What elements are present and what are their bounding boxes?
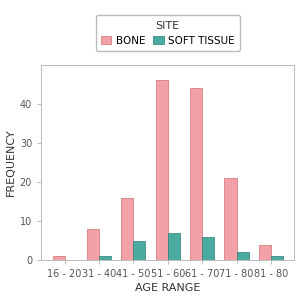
Bar xyxy=(87,229,99,260)
Bar xyxy=(168,233,180,260)
Bar xyxy=(236,252,249,260)
Bar xyxy=(99,256,111,260)
Bar xyxy=(190,88,202,260)
X-axis label: AGE RANGE: AGE RANGE xyxy=(135,283,200,293)
Bar xyxy=(259,245,271,260)
Bar xyxy=(122,198,134,260)
Bar xyxy=(52,256,65,260)
Bar xyxy=(156,80,168,260)
Bar xyxy=(202,237,214,260)
Legend: BONE, SOFT TISSUE: BONE, SOFT TISSUE xyxy=(96,15,240,51)
Bar xyxy=(224,178,236,260)
Y-axis label: FREQUENCY: FREQUENCY xyxy=(6,129,16,196)
Bar xyxy=(134,241,146,260)
Bar xyxy=(271,256,283,260)
